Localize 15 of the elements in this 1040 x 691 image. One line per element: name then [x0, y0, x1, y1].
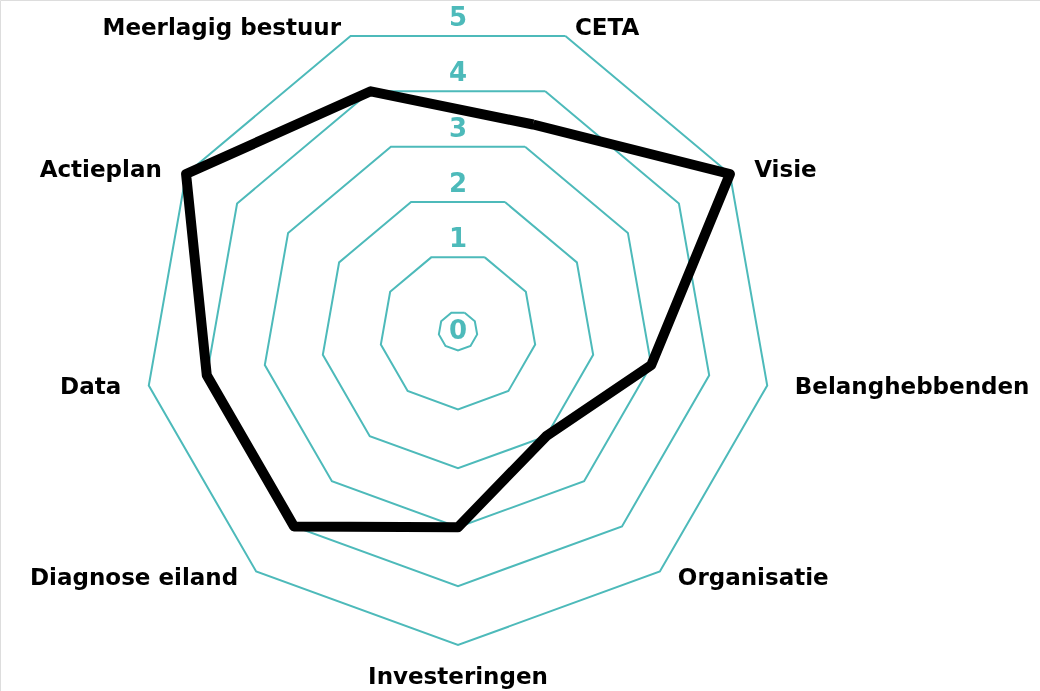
spoke-label: CETA	[574, 14, 640, 41]
spoke-label: Actieplan	[39, 156, 162, 182]
y-tick-label: 4	[448, 57, 468, 88]
spoke-label: Data	[60, 372, 122, 399]
spoke-label: Diagnose eiland	[29, 563, 239, 590]
y-tick-label: 3	[448, 112, 468, 143]
y-tick-label: 0	[448, 315, 468, 345]
y-tick-label: 2	[448, 168, 468, 199]
y-tick-label: 5	[448, 1, 468, 32]
spoke-label: Meerlagig bestuur	[102, 14, 342, 41]
spoke-label: Organisatie	[677, 563, 829, 590]
spoke-label: Investeringen	[368, 663, 548, 689]
y-tick-label: 1	[448, 223, 468, 254]
spoke-label: Belanghebbenden	[794, 372, 1030, 399]
spoke-label: Visie	[754, 156, 817, 182]
